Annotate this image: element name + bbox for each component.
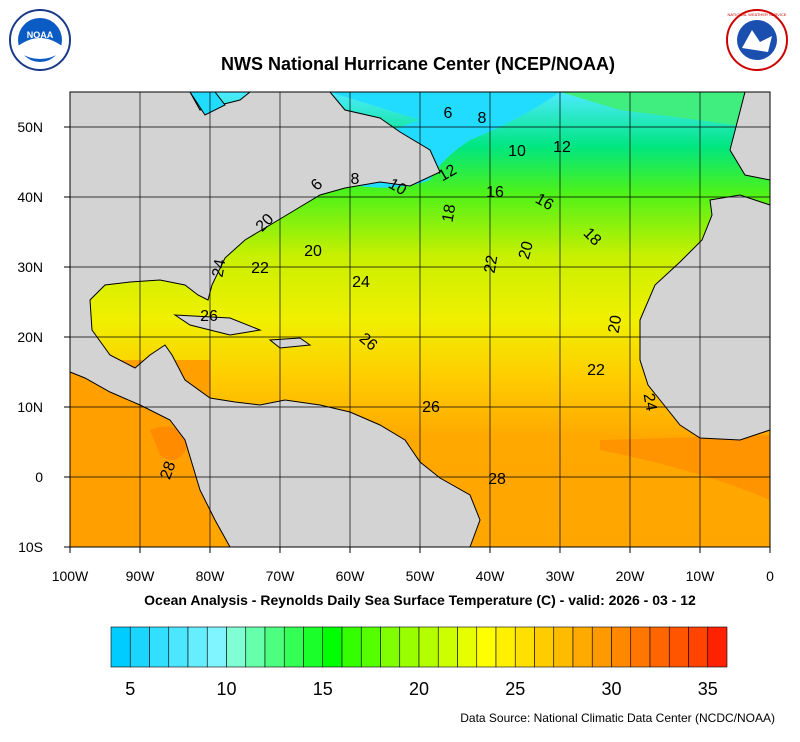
colorbar-cell: [129, 626, 150, 668]
colorbar-cell: [534, 626, 555, 668]
colorbar-cell: [264, 626, 285, 668]
colorbar-cell: [110, 626, 131, 668]
contour-label: 16: [532, 190, 556, 214]
colorbar-label: 35: [698, 679, 718, 699]
contour-label: 26: [422, 399, 440, 416]
lat-label: 0: [35, 469, 43, 485]
colorbar-cell: [303, 626, 324, 668]
lon-label: 0: [766, 568, 774, 584]
colorbar-cell: [630, 626, 651, 668]
colorbar-cell: [437, 626, 458, 668]
contour-label: 20: [606, 314, 626, 335]
noaa-logo: NOAA: [9, 9, 71, 71]
contour-label: 6: [444, 105, 453, 122]
contour-label: 12: [553, 139, 571, 156]
contour-label: 22: [251, 260, 269, 277]
lon-label: 70W: [266, 568, 296, 584]
colorbar-cell: [514, 626, 535, 668]
contour-label: 10: [508, 143, 526, 160]
colorbar-cell: [226, 626, 247, 668]
lon-label: 60W: [336, 568, 366, 584]
contour-label: 18: [440, 203, 460, 224]
lon-label: 50W: [406, 568, 436, 584]
contour-label: 28: [488, 471, 506, 488]
logo-text: NOAA: [27, 30, 54, 40]
lon-label: 80W: [196, 568, 226, 584]
colorbar-cell: [476, 626, 497, 668]
colorbar-label: 20: [409, 679, 429, 699]
lat-label: 10S: [18, 539, 43, 555]
colorbar-cell: [206, 626, 227, 668]
colorbar-cell: [360, 626, 381, 668]
lon-label: 20W: [616, 568, 646, 584]
contour-label: 24: [352, 274, 370, 291]
warm-pool: [150, 426, 190, 460]
colorbar-cell: [168, 626, 189, 668]
nws-logo: NATIONAL WEATHER SERVICE: [726, 9, 788, 71]
colorbar: 5 10 15 20 25 30 35: [110, 626, 728, 699]
colorbar-cell: [572, 626, 593, 668]
lat-label: 50N: [17, 119, 43, 135]
contour-label: 26: [200, 308, 218, 325]
colorbar-label: 10: [216, 679, 236, 699]
colorbar-label: 15: [313, 679, 333, 699]
lat-label: 10N: [17, 399, 43, 415]
colorbar-cell: [245, 626, 266, 668]
contour-label: 20: [516, 239, 537, 261]
contour-label: 16: [486, 184, 504, 201]
title: NWS National Hurricane Center (NCEP/NOAA…: [221, 54, 615, 74]
subtitle: Ocean Analysis - Reynolds Daily Sea Surf…: [144, 592, 696, 608]
contour-label: 22: [482, 254, 502, 275]
contour-label: 22: [587, 362, 605, 379]
colorbar-cell: [418, 626, 439, 668]
colorbar-cell: [341, 626, 362, 668]
source: Data Source: National Climatic Data Cent…: [460, 711, 775, 725]
contour-label: 24: [210, 258, 230, 279]
lon-label: 40W: [476, 568, 506, 584]
contour-label: 20: [304, 243, 322, 260]
contour-label: 12: [436, 161, 460, 185]
colorbar-cell: [399, 626, 420, 668]
colorbar-cell: [707, 626, 728, 668]
colorbar-cell: [322, 626, 343, 668]
contour-label: 8: [351, 171, 360, 188]
logo-text: NATIONAL WEATHER SERVICE: [728, 12, 787, 17]
contour-label: 24: [640, 392, 660, 413]
colorbar-cell: [688, 626, 709, 668]
lat-label: 40N: [17, 189, 43, 205]
land: [69, 91, 771, 548]
colorbar-cell: [611, 626, 632, 668]
colorbar-cell: [149, 626, 170, 668]
graticule: [69, 92, 771, 548]
lon-label: 90W: [126, 568, 156, 584]
lat-label: 30N: [17, 259, 43, 275]
cold-water: [560, 92, 770, 130]
colorbar-cell: [668, 626, 689, 668]
contour-label: 10: [385, 175, 409, 199]
lon-label: 100W: [52, 568, 89, 584]
colorbar-cell: [380, 626, 401, 668]
colorbar-cell: [187, 626, 208, 668]
axes: 100W 90W 80W 70W 60W 50W 40W 30W 20W 10W 0 50N 40N 30…: [17, 119, 774, 584]
colorbar-cell: [591, 626, 612, 668]
colorbar-label: 5: [125, 679, 135, 699]
colorbar-cell: [495, 626, 516, 668]
warm-pool: [600, 435, 770, 500]
contour-label: 28: [157, 459, 179, 482]
contour-label: 8: [478, 110, 487, 127]
colorbar-cell: [457, 626, 478, 668]
lon-label: 10W: [686, 568, 716, 584]
colorbar-cell: [283, 626, 304, 668]
lon-label: 30W: [546, 568, 576, 584]
colorbar-cell: [553, 626, 574, 668]
colorbar-cell: [649, 626, 670, 668]
lat-label: 20N: [17, 329, 43, 345]
colorbar-label: 25: [505, 679, 525, 699]
colorbar-label: 30: [601, 679, 621, 699]
